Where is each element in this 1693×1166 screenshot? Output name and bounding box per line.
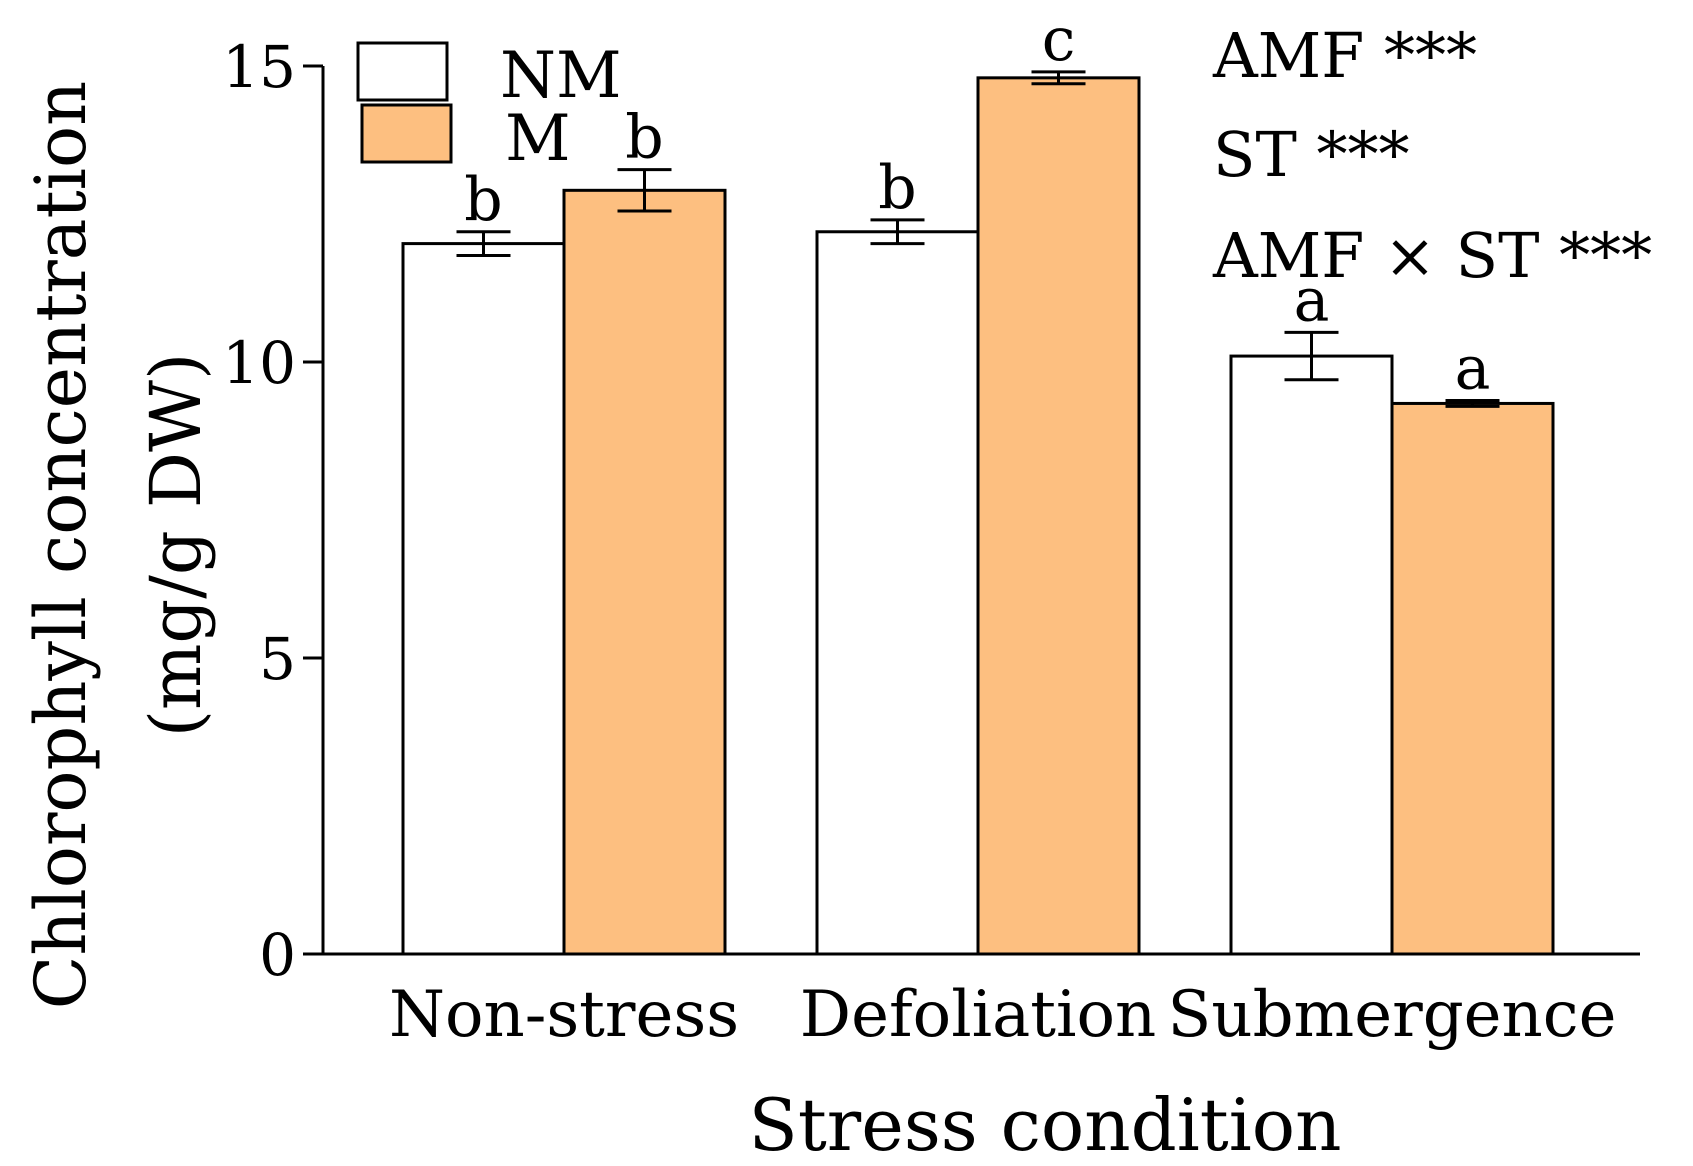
legend-swatch-nm	[356, 41, 449, 102]
bars-layer	[401, 76, 1555, 956]
error-bars-layer	[456, 70, 1500, 408]
significance-letter: a	[1294, 265, 1330, 335]
significance-letter: a	[1455, 333, 1491, 403]
significance-letter: b	[625, 103, 663, 173]
x-tick-label: Submergence	[1168, 978, 1617, 1052]
bar-m-1	[976, 76, 1141, 956]
x-tick-labels-layer: Non-stress Defoliation Submergence	[389, 978, 1617, 1052]
y-tick-label: 5	[259, 625, 296, 693]
x-tick-label: Defoliation	[800, 978, 1156, 1052]
legend: NM M	[356, 39, 622, 176]
legend-swatch-m	[360, 103, 453, 164]
y-ticks-layer: 0 5 10 15	[222, 33, 323, 989]
x-axis-label: Stress condition	[749, 1083, 1342, 1166]
significance-letter: b	[878, 153, 916, 223]
y-axis-label-line2: (mg/g DW)	[135, 353, 217, 738]
significance-letter: c	[1042, 5, 1076, 75]
bar-nm-0	[401, 242, 566, 956]
annotation-amf-x-st: AMF × ST ***	[1212, 219, 1652, 292]
significance-letter: b	[464, 165, 502, 235]
y-tick-label: 15	[222, 33, 296, 101]
y-axis-label-line1: Chlorophyll concentration	[20, 81, 102, 1009]
significance-letters-layer: b b b c a a	[464, 5, 1490, 404]
bar-nm-2	[1229, 354, 1394, 956]
y-tick-label: 10	[222, 329, 296, 397]
bar-m-0	[562, 188, 727, 956]
legend-label-nm: NM	[500, 39, 622, 113]
legend-label-m: M	[505, 102, 571, 176]
annotation-st: ST ***	[1213, 118, 1410, 191]
y-tick-label: 0	[259, 921, 296, 989]
bar-nm-1	[815, 230, 980, 956]
bar-m-2	[1390, 401, 1555, 956]
x-tick-label: Non-stress	[389, 978, 739, 1052]
annotation-amf: AMF ***	[1212, 19, 1477, 92]
